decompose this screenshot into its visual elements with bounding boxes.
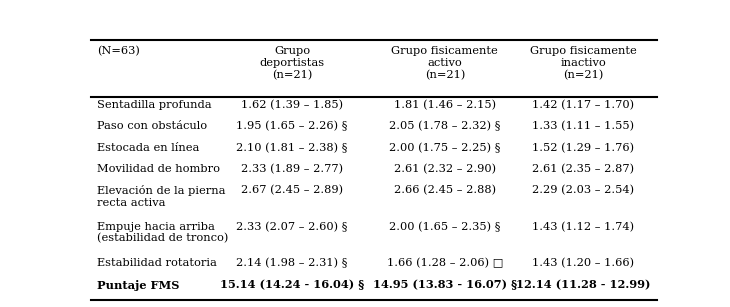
Text: Grupo fisicamente
inactivo
(n=21): Grupo fisicamente inactivo (n=21) bbox=[530, 46, 637, 80]
Text: Elevación de la pierna
recta activa: Elevación de la pierna recta activa bbox=[97, 185, 226, 208]
Text: 1.66 (1.28 – 2.06) □: 1.66 (1.28 – 2.06) □ bbox=[387, 258, 503, 269]
Text: 1.43 (1.12 – 1.74): 1.43 (1.12 – 1.74) bbox=[532, 222, 634, 232]
Text: 1.95 (1.65 – 2.26) §: 1.95 (1.65 – 2.26) § bbox=[237, 121, 347, 132]
Text: Estocada en línea: Estocada en línea bbox=[97, 142, 199, 153]
Text: 12.14 (11.28 - 12.99): 12.14 (11.28 - 12.99) bbox=[516, 280, 650, 291]
Text: 2.00 (1.75 – 2.25) §: 2.00 (1.75 – 2.25) § bbox=[389, 142, 501, 153]
Text: Movilidad de hombro: Movilidad de hombro bbox=[97, 164, 220, 174]
Text: Empuje hacia arriba
(estabilidad de tronco): Empuje hacia arriba (estabilidad de tron… bbox=[97, 222, 228, 244]
Text: 2.05 (1.78 – 2.32) §: 2.05 (1.78 – 2.32) § bbox=[389, 121, 501, 132]
Text: 2.67 (2.45 – 2.89): 2.67 (2.45 – 2.89) bbox=[241, 185, 343, 195]
Text: 2.61 (2.35 – 2.87): 2.61 (2.35 – 2.87) bbox=[532, 164, 634, 174]
Text: Paso con obstáculo: Paso con obstáculo bbox=[97, 121, 207, 131]
Text: 2.33 (2.07 – 2.60) §: 2.33 (2.07 – 2.60) § bbox=[237, 222, 347, 232]
Text: 1.43 (1.20 – 1.66): 1.43 (1.20 – 1.66) bbox=[532, 258, 634, 269]
Text: Grupo
deportistas
(n=21): Grupo deportistas (n=21) bbox=[260, 46, 325, 80]
Text: (N=63): (N=63) bbox=[97, 46, 139, 56]
Text: 1.42 (1.17 – 1.70): 1.42 (1.17 – 1.70) bbox=[532, 100, 634, 110]
Text: 2.10 (1.81 – 2.38) §: 2.10 (1.81 – 2.38) § bbox=[237, 142, 347, 153]
Text: 2.66 (2.45 – 2.88): 2.66 (2.45 – 2.88) bbox=[393, 185, 496, 195]
Text: 14.95 (13.83 - 16.07) §: 14.95 (13.83 - 16.07) § bbox=[373, 280, 517, 291]
Text: 2.29 (2.03 – 2.54): 2.29 (2.03 – 2.54) bbox=[532, 185, 634, 195]
Text: 1.33 (1.11 – 1.55): 1.33 (1.11 – 1.55) bbox=[532, 121, 634, 131]
Text: 2.00 (1.65 – 2.35) §: 2.00 (1.65 – 2.35) § bbox=[389, 222, 501, 232]
Text: 2.14 (1.98 – 2.31) §: 2.14 (1.98 – 2.31) § bbox=[237, 258, 347, 269]
Text: 1.81 (1.46 – 2.15): 1.81 (1.46 – 2.15) bbox=[393, 100, 496, 110]
Text: Estabilidad rotatoria: Estabilidad rotatoria bbox=[97, 258, 217, 268]
Text: 2.61 (2.32 – 2.90): 2.61 (2.32 – 2.90) bbox=[393, 164, 496, 174]
Text: Puntaje FMS: Puntaje FMS bbox=[97, 280, 180, 291]
Text: 2.33 (1.89 – 2.77): 2.33 (1.89 – 2.77) bbox=[241, 164, 343, 174]
Text: 1.52 (1.29 – 1.76): 1.52 (1.29 – 1.76) bbox=[532, 142, 634, 153]
Text: 1.62 (1.39 – 1.85): 1.62 (1.39 – 1.85) bbox=[241, 100, 343, 110]
Text: Grupo fisicamente
activo
(n=21): Grupo fisicamente activo (n=21) bbox=[391, 46, 498, 80]
Text: Sentadilla profunda: Sentadilla profunda bbox=[97, 100, 212, 110]
Text: 15.14 (14.24 - 16.04) §: 15.14 (14.24 - 16.04) § bbox=[220, 280, 364, 291]
